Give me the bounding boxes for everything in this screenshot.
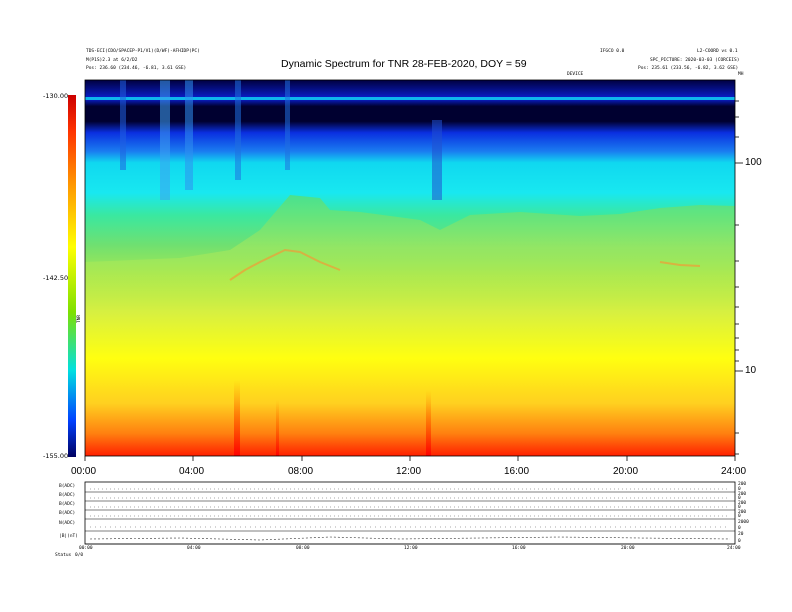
lower-x-tick-3: 12:00 — [404, 546, 418, 551]
lower-x-tick-4: 16:00 — [512, 546, 526, 551]
chart-title: Dynamic Spectrum for TNR 28-FEB-2020, DO… — [281, 58, 527, 70]
header-pos-right: Pos: 235.61 (233.56, -6.82, 3.62 GSE) — [638, 66, 739, 71]
header-line2: M(P1S)2.3 at 6/2/D2 — [86, 58, 138, 63]
lower-row-right-bot-2: 0 — [738, 505, 741, 510]
x-axis-ticks — [84, 456, 736, 461]
lower-row-right-top-0: 200 — [738, 482, 747, 487]
colorbar-side-label: TNR — [77, 314, 82, 323]
header-right1: IFGCO 0.0 — [600, 49, 625, 54]
y-tick-100: 100 — [745, 157, 762, 168]
y-tick-10: 10 — [745, 365, 757, 376]
lower-row-right-bot-5: 0 — [738, 539, 741, 544]
lower-row-right-top-2: 200 — [738, 501, 747, 506]
lower-row-right-top-4: 2000 — [738, 520, 749, 525]
lower-row-right-bot-4: 0 — [738, 526, 741, 531]
x-tick-4: 16:00 — [504, 466, 530, 477]
header-right3: SPC_PICTURE: 2020-03-03 (CORCEIS) — [650, 58, 740, 63]
lower-row-label-0: B(ADC) — [59, 484, 76, 489]
lower-row-right-bot-0: 0 — [738, 487, 741, 492]
header-corner-tag: MH — [738, 72, 744, 77]
header-center-tag: DEVICE — [567, 72, 584, 77]
lower-row-label-2: B(ADC) — [59, 502, 76, 507]
colorbar — [68, 95, 76, 457]
status-value: 0/0 — [75, 553, 84, 558]
lower-x-tick-6: 24:00 — [727, 546, 741, 551]
x-tick-5: 20:00 — [613, 466, 639, 477]
lower-row-right-top-3: 200 — [738, 510, 747, 515]
lower-row-right-bot-3: 0 — [738, 514, 741, 519]
header-pos-left: Pos: 236.60 (234.46, -6.81, 3.61 GSE) — [86, 66, 187, 71]
status-label: Status — [55, 553, 72, 558]
lower-row-right-top-1: 200 — [738, 492, 747, 497]
x-tick-0: 00:00 — [71, 466, 97, 477]
lower-x-tick-0: 00:00 — [79, 546, 93, 551]
x-tick-1: 04:00 — [179, 466, 205, 477]
spectrum-heatmap — [85, 80, 735, 456]
y-axis-right — [735, 100, 743, 455]
lower-x-tick-1: 04:00 — [187, 546, 201, 551]
lower-row-right-top-5: 20 — [738, 532, 744, 537]
x-tick-6: 24:00 — [721, 466, 747, 477]
header-right2: L2-COORD vs 0.1 — [697, 49, 738, 54]
x-tick-3: 12:00 — [396, 466, 422, 477]
colorbar-label-mid: -142.50 — [43, 274, 69, 282]
lower-row-label-4: N(ADC) — [59, 521, 76, 526]
lower-row-label-5: |B|(nT) — [59, 534, 78, 539]
colorbar-label-top: -130.00 — [43, 92, 69, 100]
x-tick-2: 08:00 — [288, 466, 314, 477]
header-line1: TDS-ECI(CDO/SPACEP-P1/V1)(D/WF)-AFHIDP(P… — [86, 49, 200, 54]
lower-x-tick-2: 08:00 — [296, 546, 310, 551]
lower-row-right-bot-1: 0 — [738, 496, 741, 501]
lower-x-tick-5: 20:00 — [621, 546, 635, 551]
lower-panels — [84, 481, 736, 545]
lower-row-label-1: B(ADC) — [59, 493, 76, 498]
lower-row-label-3: B(ADC) — [59, 511, 76, 516]
colorbar-label-bottom: -155.00 — [43, 452, 69, 460]
